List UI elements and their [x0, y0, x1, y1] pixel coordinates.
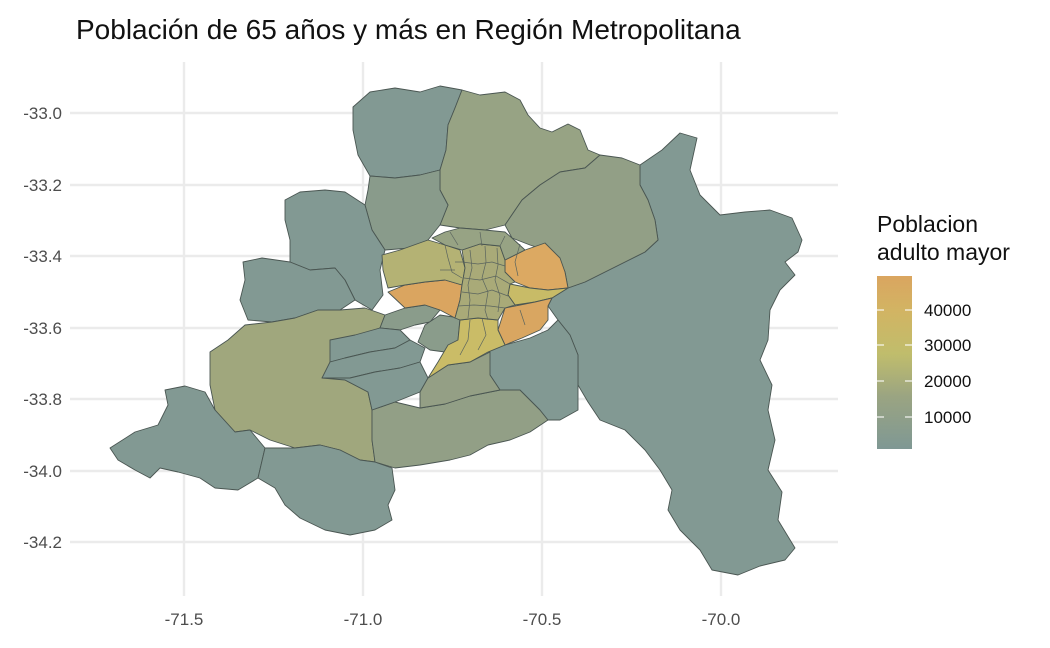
legend-colorbar — [877, 276, 912, 449]
x-tick-label: -71.5 — [165, 610, 204, 629]
border-13 — [477, 317, 487, 351]
border-3 — [494, 247, 501, 313]
border-9 — [479, 231, 483, 247]
x-axis: -71.5 -71.0 -70.5 -70.0 — [165, 610, 741, 629]
border-4 — [461, 261, 506, 267]
commune-south-mid — [371, 389, 549, 469]
commune-south-center — [257, 444, 396, 536]
y-axis: -33.0 -33.2 -33.4 -33.6 -33.8 -34.0 -34.… — [23, 104, 62, 552]
legend-label: 10000 — [924, 408, 971, 427]
legend-label: 40000 — [924, 301, 971, 320]
legend: Poblacion adulto mayor 40000 30000 20000… — [877, 211, 1010, 449]
border-15 — [519, 309, 526, 326]
border-11 — [514, 243, 521, 277]
legend-ticks — [877, 309, 912, 418]
legend-label: 30000 — [924, 336, 971, 355]
commune-southeast-center — [487, 319, 579, 421]
border-1 — [467, 249, 473, 319]
border-5 — [463, 275, 511, 285]
border-10 — [499, 235, 506, 247]
y-tick-label: -33.6 — [23, 319, 62, 338]
y-tick-label: -34.2 — [23, 533, 62, 552]
border-6 — [461, 289, 509, 297]
legend-label: 20000 — [924, 372, 971, 391]
x-tick-label: -70.0 — [702, 610, 741, 629]
commune-borders-center — [440, 231, 526, 356]
commune-north-inner — [431, 227, 526, 261]
commune-far-west-top — [284, 189, 386, 311]
border-14 — [459, 319, 471, 356]
legend-title-line2: adulto mayor — [877, 239, 1010, 265]
y-tick-label: -34.0 — [23, 462, 62, 481]
border-2 — [481, 245, 489, 321]
x-tick-label: -70.5 — [523, 610, 562, 629]
border-7 — [457, 304, 506, 309]
x-tick-label: -71.0 — [344, 610, 383, 629]
y-tick-label: -33.8 — [23, 390, 62, 409]
border-12 — [449, 231, 459, 246]
y-tick-label: -33.0 — [23, 104, 62, 123]
chart-title: Población de 65 años y más en Región Met… — [76, 14, 741, 45]
border-8 — [444, 244, 463, 279]
communes — [109, 85, 803, 576]
legend-title-line1: Poblacion — [877, 211, 978, 237]
y-tick-label: -33.2 — [23, 176, 62, 195]
y-tick-label: -33.4 — [23, 247, 62, 266]
